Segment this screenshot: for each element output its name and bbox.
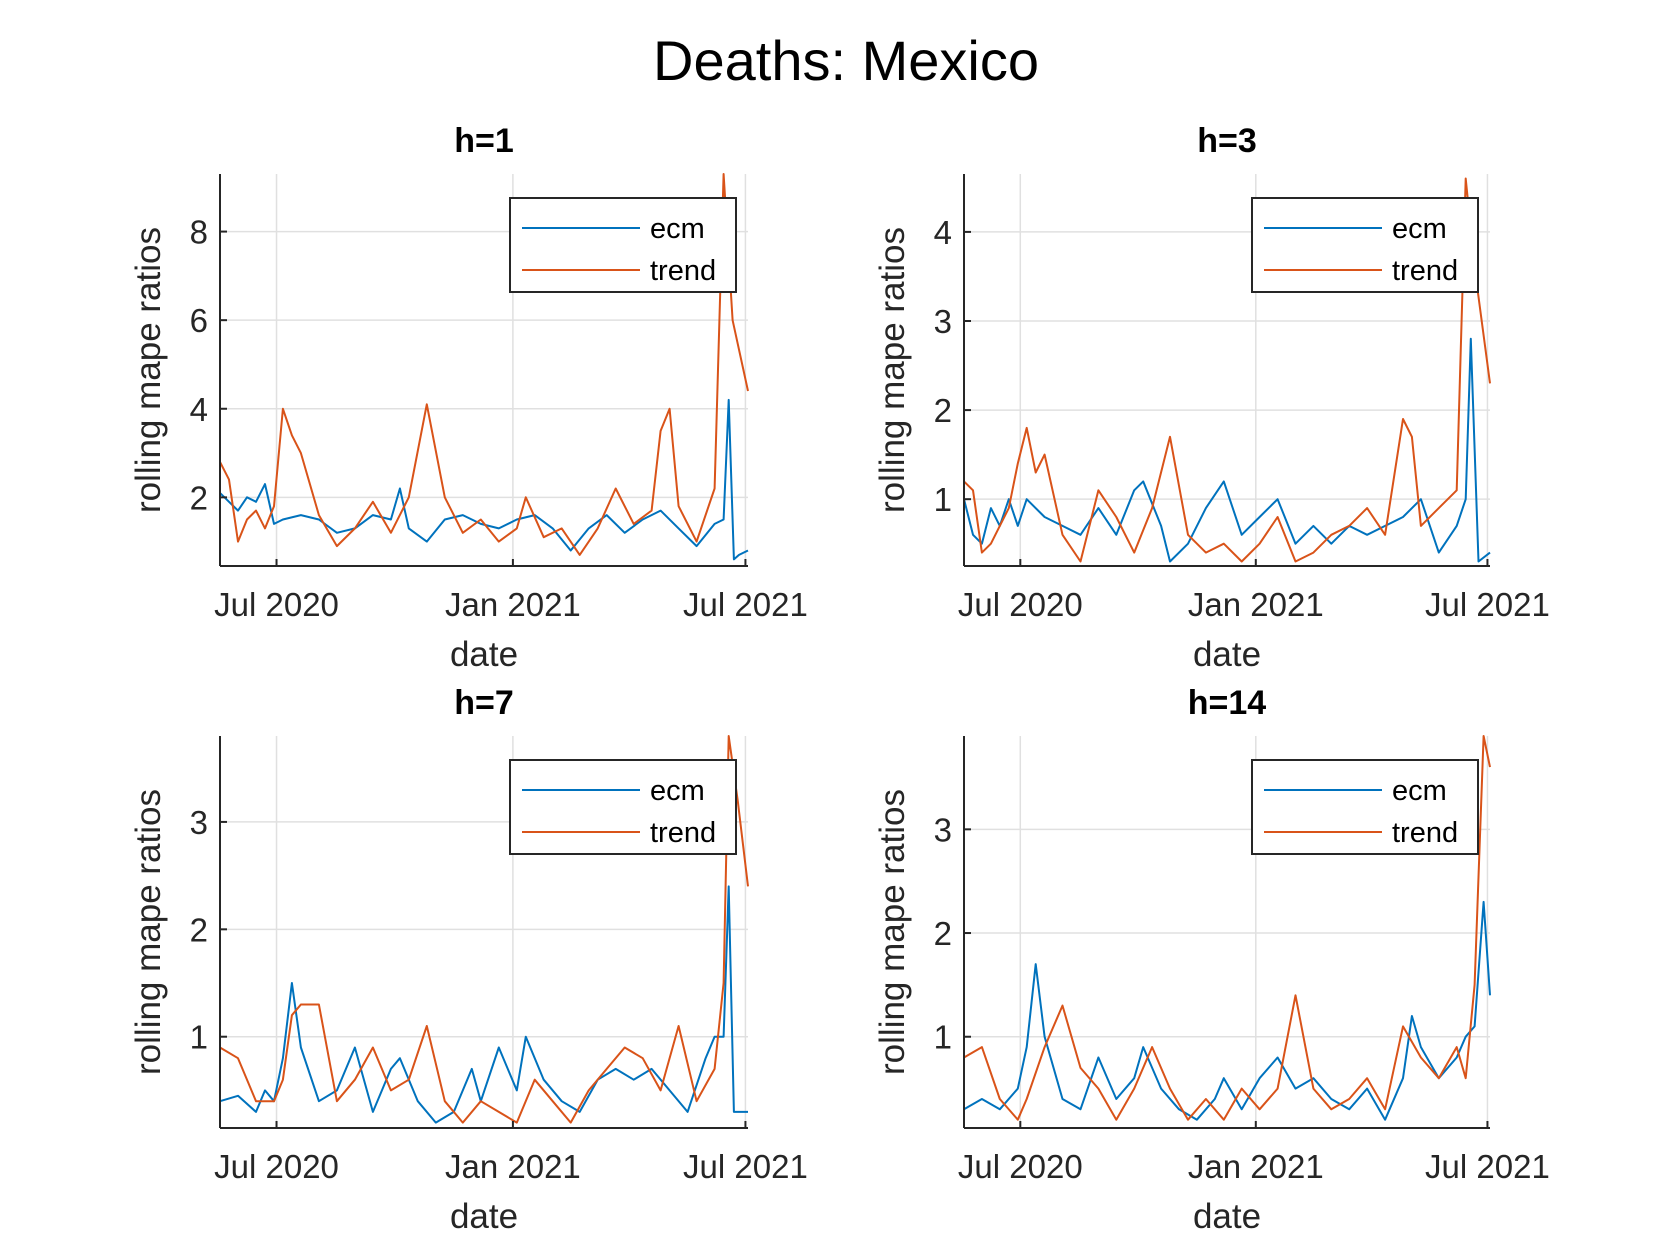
series-line-trend (219, 173, 749, 556)
x-tick-label: Jul 2021 (1425, 1148, 1550, 1185)
legend-label-trend: trend (1392, 817, 1458, 849)
series-line-ecm (219, 885, 748, 1124)
legend: ecm trend (509, 197, 737, 293)
y-tick-label: 3 (190, 804, 208, 841)
y-tick-label: 2 (190, 479, 208, 516)
subplot-title: h=1 (454, 122, 514, 160)
x-tick-label: Jul 2020 (958, 1148, 1083, 1185)
subplot-h-7: Jul 2020 Jan 2021 Jul 2021 1 2 3 h=7 date rollin… (129, 684, 808, 1236)
y-tick-label: 4 (934, 214, 952, 251)
subplot-title: h=3 (1197, 122, 1257, 160)
x-tick-label: Jan 2021 (445, 1148, 581, 1185)
legend-label-trend: trend (650, 255, 716, 287)
legend-label-trend: trend (1392, 255, 1458, 287)
legend-label-ecm: ecm (650, 213, 705, 245)
y-tick-label: 2 (934, 392, 952, 429)
x-tick-label: Jul 2021 (683, 1148, 808, 1185)
y-tick-label: 4 (190, 391, 208, 428)
subplot-title: h=7 (454, 684, 514, 722)
series-line-trend (963, 177, 1491, 563)
series-line-trend (219, 735, 749, 1124)
subplot-h-3: Jul 2020 Jan 2021 Jul 2021 1 2 3 4 h=3 date rolli… (873, 122, 1550, 674)
y-tick-label: 2 (190, 911, 208, 948)
legend-label-ecm: ecm (1392, 775, 1447, 807)
x-tick-label: Jul 2021 (1425, 586, 1550, 623)
x-axis-label: date (1193, 1197, 1261, 1236)
subplots: Jul 2020 Jan 2021 Jul 2021 2 4 6 8 h=1 date rolli… (129, 122, 1550, 1236)
y-axis-label: rolling mape ratios (129, 789, 168, 1075)
y-tick-label: 6 (190, 302, 208, 339)
x-tick-label: Jul 2020 (214, 1148, 339, 1185)
y-tick-label: 1 (190, 1019, 208, 1056)
legend: ecm trend (1251, 197, 1479, 293)
x-tick-label: Jul 2020 (214, 586, 339, 623)
legend-label-ecm: ecm (650, 775, 705, 807)
series-line-trend (963, 735, 1491, 1121)
x-tick-label: Jan 2021 (1188, 1148, 1324, 1185)
subplot-h-14: Jul 2020 Jan 2021 Jul 2021 1 2 3 h=14 date rolli… (873, 684, 1550, 1236)
x-tick-label: Jul 2020 (958, 586, 1083, 623)
subplot-h-1: Jul 2020 Jan 2021 Jul 2021 2 4 6 8 h=1 date rolli… (129, 122, 808, 674)
legend-box (1251, 759, 1479, 855)
x-tick-label: Jul 2021 (683, 586, 808, 623)
x-tick-label: Jan 2021 (1188, 586, 1324, 623)
y-tick-label: 1 (934, 1019, 952, 1056)
x-axis-label: date (1193, 635, 1261, 674)
legend-box (509, 759, 737, 855)
series-line-ecm (963, 337, 1491, 563)
y-tick-label: 3 (934, 303, 952, 340)
y-axis-label: rolling mape ratios (873, 789, 912, 1075)
figure-title: Deaths: Mexico (653, 29, 1039, 92)
series-line-ecm (963, 900, 1491, 1121)
x-tick-label: Jan 2021 (445, 586, 581, 623)
y-axis-label: rolling mape ratios (873, 227, 912, 513)
y-tick-label: 8 (190, 214, 208, 251)
x-axis-label: date (450, 1197, 518, 1236)
legend-label-ecm: ecm (1392, 213, 1447, 245)
legend: ecm trend (1251, 759, 1479, 855)
legend-box (509, 197, 737, 293)
subplot-title: h=14 (1188, 684, 1267, 722)
y-tick-label: 3 (934, 811, 952, 848)
y-tick-label: 2 (934, 915, 952, 952)
y-axis-label: rolling mape ratios (129, 227, 168, 513)
legend-label-trend: trend (650, 817, 716, 849)
legend: ecm trend (509, 759, 737, 855)
series-line-ecm (219, 398, 749, 561)
x-axis-label: date (450, 635, 518, 674)
legend-box (1251, 197, 1479, 293)
y-tick-label: 1 (934, 481, 952, 518)
